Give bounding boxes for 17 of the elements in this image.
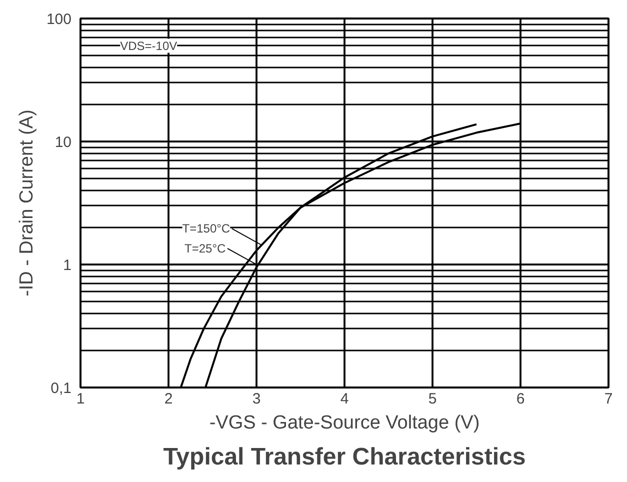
y-tick-label: 0,1 bbox=[50, 380, 72, 397]
text: Typical Transfer Characteristics bbox=[163, 444, 526, 470]
x-tick-label: 2 bbox=[164, 390, 173, 408]
x-tick-label: 1 bbox=[76, 390, 85, 408]
x-tick-label: 3 bbox=[252, 390, 261, 408]
x-tick-label: 5 bbox=[428, 390, 437, 408]
y-tick-label: 100 bbox=[46, 11, 72, 28]
annotation: T=150°C bbox=[182, 222, 230, 236]
x-tick-label: 7 bbox=[604, 390, 613, 408]
annotation: T=25°C bbox=[184, 241, 226, 256]
x-axis-title: -VGS - Gate-Source Voltage (V) bbox=[209, 412, 480, 434]
x-tick-label: 4 bbox=[340, 390, 349, 408]
y-tick-label: 10 bbox=[54, 134, 72, 151]
x-tick-label: 6 bbox=[516, 390, 525, 408]
y-axis-title: -ID - Drain Current (A) bbox=[16, 110, 38, 296]
y-tick-label: 1 bbox=[63, 257, 72, 274]
annotation: VDS=-10V bbox=[120, 38, 178, 53]
